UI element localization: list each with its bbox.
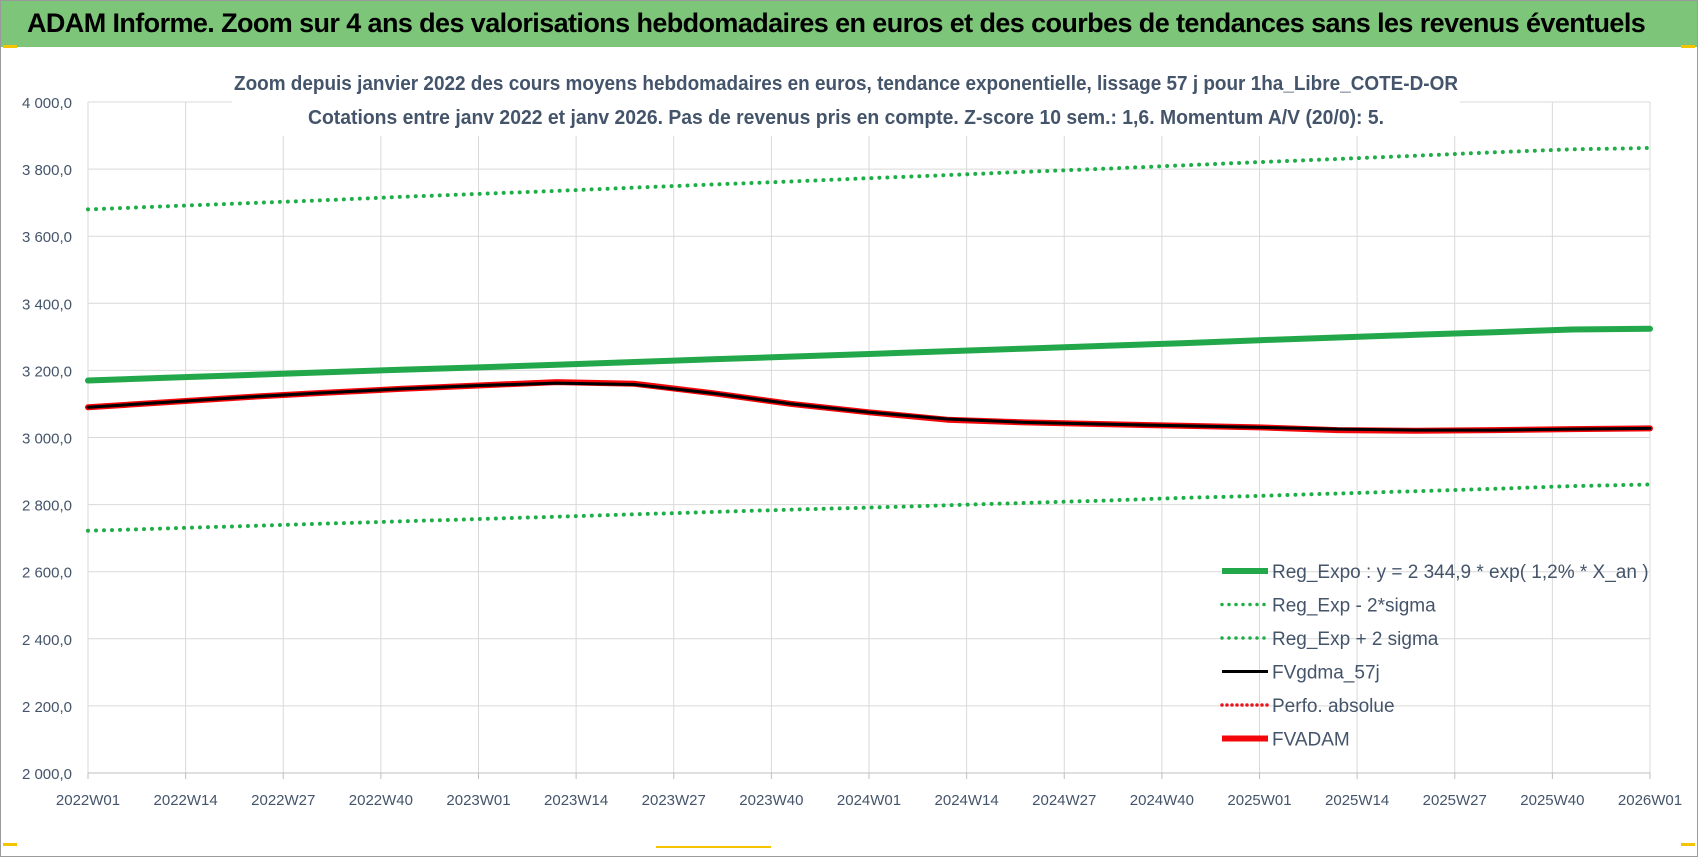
x-tick-label: 2024W40 xyxy=(1130,792,1194,809)
series-line-3 xyxy=(86,381,1652,432)
corner-accent-right xyxy=(1681,45,1695,48)
axis-layer: 4 000,0 3 800,0 3 600,0 3 400,0 3 200,0 3 000… xyxy=(22,95,1682,809)
series-layer xyxy=(85,146,1653,533)
y-tick-label: 2 000,0 xyxy=(22,766,72,783)
y-tick-label: 2 600,0 xyxy=(22,565,72,582)
banner-title: ADAM Informe. Zoom sur 4 ans des valoris… xyxy=(27,8,1646,38)
legend-label: Reg_Exp + 2 sigma xyxy=(1272,629,1439,650)
y-tick-label: 2 400,0 xyxy=(22,632,72,649)
legend-label: FVADAM xyxy=(1272,730,1350,751)
y-tick-label: 2 800,0 xyxy=(22,498,72,515)
chart-title-line-2: Cotations entre janv 2022 et janv 2026. … xyxy=(308,107,1384,129)
y-tick-label: 4 000,0 xyxy=(22,95,72,112)
x-tick-label: 2023W40 xyxy=(739,792,803,809)
x-tick-label: 2022W40 xyxy=(349,792,413,809)
y-tick-label: 3 800,0 xyxy=(22,162,72,179)
series-line-0 xyxy=(85,325,1653,384)
bottom-accent-right xyxy=(1681,843,1695,846)
corner-accent-left xyxy=(3,45,17,48)
legend-label: FVgdma_57j xyxy=(1272,663,1380,684)
y-tick-label: 3 000,0 xyxy=(22,431,72,448)
x-tick-label: 2022W14 xyxy=(154,792,218,809)
grid-layer xyxy=(87,101,1651,774)
legend-label: Perfo. absolue xyxy=(1272,696,1395,717)
chart-title: Zoom depuis janvier 2022 des cours moyen… xyxy=(232,66,1460,136)
chart-title-line-1: Zoom depuis janvier 2022 des cours moyen… xyxy=(234,73,1459,95)
x-tick-label: 2023W01 xyxy=(446,792,510,809)
x-tick-label: 2025W14 xyxy=(1325,792,1389,809)
series-line-2 xyxy=(86,146,1652,212)
legend-label: Reg_Expo : y = 2 344,9 * exp( 1,2% * X_a… xyxy=(1272,562,1649,583)
y-tick-label: 3 400,0 xyxy=(22,296,72,313)
x-tick-label: 2024W14 xyxy=(935,792,999,809)
x-tick-label: 2023W27 xyxy=(642,792,706,809)
y-tick-label: 2 200,0 xyxy=(22,699,72,716)
bottom-accent-left xyxy=(3,843,17,846)
x-tick-label: 2022W01 xyxy=(56,792,120,809)
y-tick-label: 3 200,0 xyxy=(22,363,72,380)
x-tick-label: 2025W40 xyxy=(1520,792,1584,809)
legend: Reg_Expo : y = 2 344,9 * exp( 1,2% * X_a… xyxy=(1220,562,1649,751)
x-tick-label: 2025W01 xyxy=(1227,792,1291,809)
chart-title-background xyxy=(232,66,1460,136)
x-tick-label: 2022W27 xyxy=(251,792,315,809)
legend-label: Reg_Exp - 2*sigma xyxy=(1272,596,1436,617)
bottom-accent-mid xyxy=(656,846,771,848)
x-tick-label: 2025W27 xyxy=(1423,792,1487,809)
y-tick-label: 3 600,0 xyxy=(22,229,72,246)
x-tick-label: 2026W01 xyxy=(1618,792,1682,809)
series-line-1 xyxy=(86,482,1652,533)
x-tick-label: 2023W14 xyxy=(544,792,608,809)
title-banner: ADAM Informe. Zoom sur 4 ans des valoris… xyxy=(1,1,1697,47)
x-tick-label: 2024W27 xyxy=(1032,792,1096,809)
x-tick-label: 2024W01 xyxy=(837,792,901,809)
